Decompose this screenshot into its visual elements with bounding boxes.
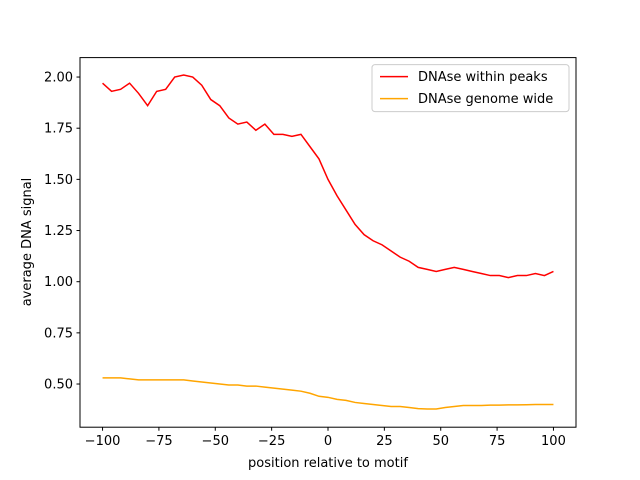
x-tick-label: −75 bbox=[145, 434, 172, 449]
x-tick-label: 25 bbox=[376, 434, 393, 449]
y-tick-label: 1.25 bbox=[44, 224, 73, 239]
x-axis-label: position relative to motif bbox=[248, 456, 408, 471]
y-tick-label: 1.75 bbox=[44, 122, 73, 137]
legend: DNAse within peaks DNAse genome wide bbox=[371, 64, 570, 113]
data-line bbox=[102, 377, 554, 410]
legend-label: DNAse genome wide bbox=[418, 92, 553, 107]
y-tick-label: 0.50 bbox=[44, 378, 73, 393]
x-tick-label: −50 bbox=[202, 434, 229, 449]
y-axis-label: average DNA signal bbox=[20, 178, 35, 307]
x-tick-label: 50 bbox=[432, 434, 449, 449]
x-tick-label: 0 bbox=[324, 434, 332, 449]
y-tick-label: 2.00 bbox=[44, 71, 73, 86]
x-tick-label: −100 bbox=[85, 434, 121, 449]
x-tick-label: −25 bbox=[258, 434, 285, 449]
y-tick-label: 1.00 bbox=[44, 275, 73, 290]
x-tick-label: 100 bbox=[541, 434, 566, 449]
plot-frame bbox=[79, 57, 577, 428]
y-tick-label: 0.75 bbox=[44, 326, 73, 341]
x-tick-label: 75 bbox=[489, 434, 506, 449]
legend-label: DNAse within peaks bbox=[418, 70, 548, 85]
y-tick-label: 1.50 bbox=[44, 173, 73, 188]
legend-box bbox=[371, 64, 570, 113]
data-line bbox=[102, 74, 554, 279]
